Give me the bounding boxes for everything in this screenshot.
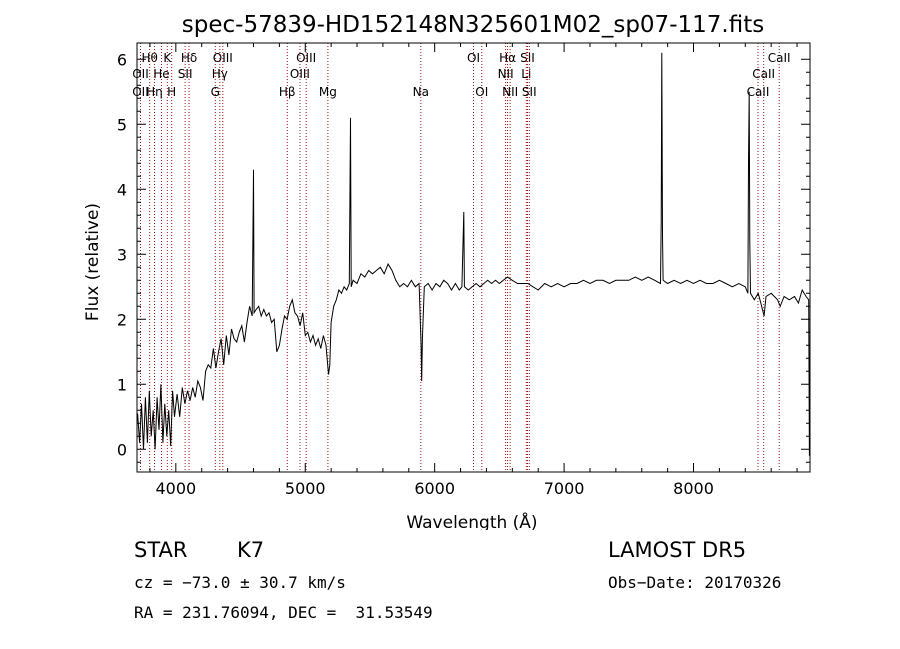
marker-label: Hη bbox=[146, 85, 163, 99]
marker-label: Hβ bbox=[279, 85, 296, 99]
redshift-velocity: cz = −73.0 ± 30.7 km/s bbox=[134, 573, 346, 592]
marker-label: OIII bbox=[296, 51, 316, 65]
y-tick-label: 6 bbox=[117, 50, 127, 69]
y-axis-label: Flux (relative) bbox=[83, 203, 103, 321]
marker-label: CaII bbox=[752, 67, 775, 81]
marker-label: Na bbox=[413, 85, 429, 99]
y-tick-label: 4 bbox=[117, 180, 127, 199]
x-tick-label: 4000 bbox=[155, 479, 196, 498]
axis-ticks: 4000 5000 6000 7000 8000 0 1 2 3 4 5 6 bbox=[117, 43, 810, 498]
y-tick-label: 0 bbox=[117, 440, 127, 459]
x-tick-label: 7000 bbox=[544, 479, 585, 498]
marker-label: CaII bbox=[747, 85, 770, 99]
marker-label: He bbox=[153, 67, 169, 81]
marker-label: Hγ bbox=[212, 67, 228, 81]
spectrum-chart: spec-57839-HD152148N325601M02_sp07-117.f… bbox=[83, 12, 811, 530]
marker-label: Hθ bbox=[141, 51, 157, 65]
marker-label: CaII bbox=[768, 51, 791, 65]
marker-label: OII bbox=[132, 85, 149, 99]
marker-label: OI bbox=[467, 51, 480, 65]
marker-label: NII bbox=[498, 67, 514, 81]
y-tick-label: 1 bbox=[117, 375, 127, 394]
plot-frame bbox=[136, 42, 811, 473]
y-tick-label: 3 bbox=[117, 245, 127, 264]
marker-label: SII bbox=[520, 51, 535, 65]
y-tick-label: 2 bbox=[117, 310, 127, 329]
marker-label: Hα bbox=[499, 51, 516, 65]
marker-label: H bbox=[167, 85, 176, 99]
marker-label: SII bbox=[522, 85, 537, 99]
x-tick-label: 8000 bbox=[673, 479, 714, 498]
x-tick-label: 6000 bbox=[414, 479, 455, 498]
ra-dec-coordinates: RA = 231.76094, DEC = 31.53549 bbox=[134, 603, 433, 622]
marker-label: NII bbox=[502, 85, 518, 99]
object-class: STAR bbox=[134, 538, 188, 562]
marker-label: OI bbox=[475, 85, 488, 99]
x-tick-label: 5000 bbox=[285, 479, 326, 498]
marker-label: G bbox=[211, 85, 220, 99]
marker-label: K bbox=[163, 51, 172, 65]
y-tick-label: 5 bbox=[117, 115, 127, 134]
object-subclass: K7 bbox=[237, 538, 265, 562]
spectrum-line bbox=[137, 52, 811, 456]
spectral-line-markers: Hθ K Hδ OIII OIII OI Hα SII CaII OII He SII Hγ OIII NI… bbox=[132, 43, 791, 472]
x-axis-label: Wavelength (Å) bbox=[406, 511, 537, 530]
marker-label: Hδ bbox=[181, 51, 197, 65]
marker-label: OIII bbox=[290, 67, 310, 81]
marker-label: Mg bbox=[319, 85, 337, 99]
marker-label: Li bbox=[521, 67, 531, 81]
observation-date: Obs−Date: 20170326 bbox=[608, 573, 782, 592]
survey-name: LAMOST DR5 bbox=[608, 538, 747, 562]
marker-label: SII bbox=[178, 67, 193, 81]
marker-label: OIII bbox=[213, 51, 233, 65]
chart-title: spec-57839-HD152148N325601M02_sp07-117.f… bbox=[182, 12, 764, 38]
